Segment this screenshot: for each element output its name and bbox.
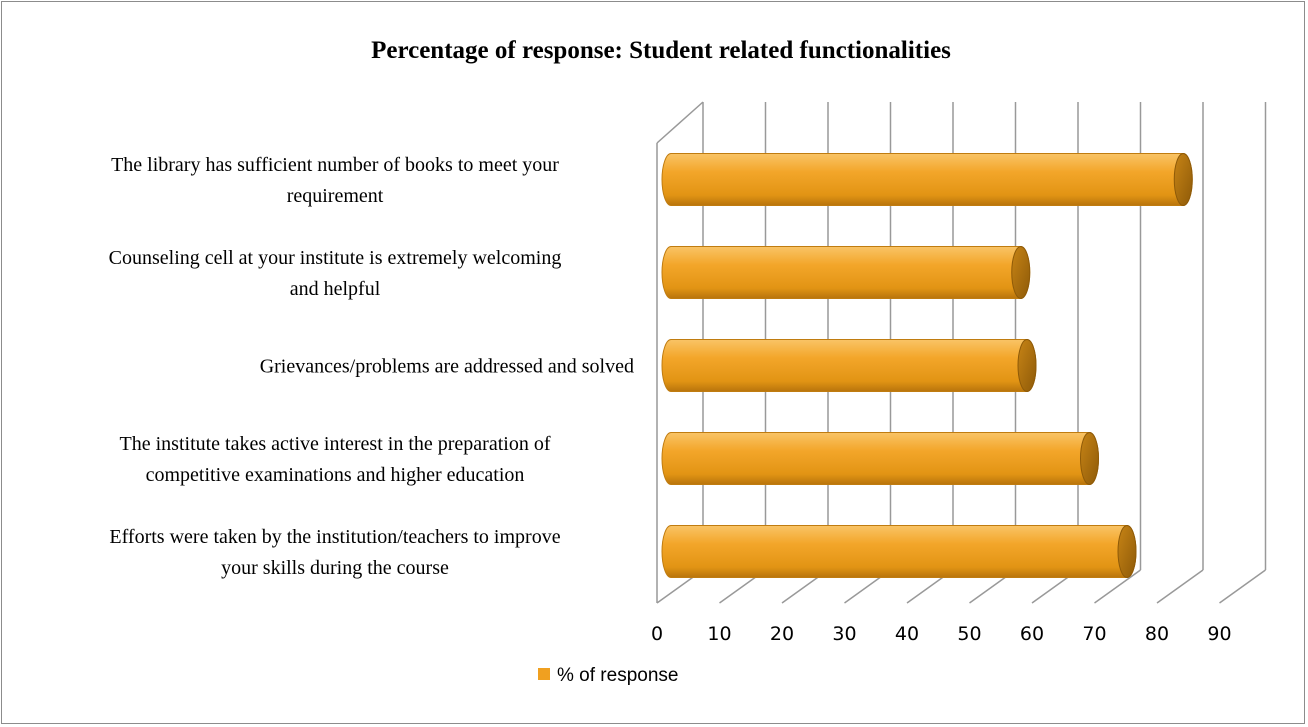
gridline-floor [1219,569,1266,604]
category-label-line: requirement [287,185,384,207]
category-label-line: Grievances/problems are addressed and so… [260,356,634,378]
x-tick-label: 30 [832,623,856,645]
legend-label: % of response [557,665,678,686]
category-label-line: The institute takes active interest in t… [120,433,551,455]
chart-title: Percentage of response: Student related … [371,37,951,64]
bar [661,153,1193,206]
legend-swatch [538,668,550,680]
bar-cap [1017,339,1037,392]
legend: % of response [538,665,678,686]
category-label-line: Efforts were taken by the institution/te… [109,526,560,548]
bar-cap [1080,432,1099,485]
gridline-floor [1094,569,1141,604]
bar-body [661,246,1031,299]
bars [661,153,1193,578]
x-tick-label: 50 [957,623,981,645]
category-labels: The library has sufficient number of boo… [109,154,634,579]
bar [661,525,1137,578]
x-tick-label: 0 [651,623,663,645]
category-label-line: and helpful [290,278,381,300]
bar [661,339,1037,392]
bar-body [661,339,1037,392]
bar [661,246,1031,299]
x-tick-label: 80 [1145,623,1169,645]
bar-body [661,432,1099,485]
category-label: Efforts were taken by the institution/te… [109,526,560,579]
bar [661,432,1099,485]
category-label-line: The library has sufficient number of boo… [111,154,559,176]
x-tick-label: 40 [895,623,919,645]
x-axis-ticks: 0 10 20 30 40 50 60 70 80 90 [651,623,1232,645]
category-label: The library has sufficient number of boo… [111,154,559,207]
x-tick-label: 10 [707,623,731,645]
x-tick-label: 70 [1082,623,1106,645]
x-tick-label: 90 [1207,623,1231,645]
bar-cap [1173,153,1193,206]
category-label-line: your skills during the course [221,557,449,579]
bar-body [661,525,1137,578]
gridline-floor [1156,569,1204,604]
category-label: The institute takes active interest in t… [120,433,551,486]
bar-body [661,153,1193,206]
bar-cap [1117,525,1137,578]
category-label-line: Counseling cell at your institute is ext… [109,247,562,269]
category-label-line: competitive examinations and higher educ… [146,464,525,486]
side-wall-top-edge [656,101,704,144]
x-tick-label: 60 [1020,623,1044,645]
bar-cap [1011,246,1031,299]
x-tick-label: 20 [770,623,794,645]
category-label: Counseling cell at your institute is ext… [109,247,562,300]
category-label: Grievances/problems are addressed and so… [260,356,634,378]
